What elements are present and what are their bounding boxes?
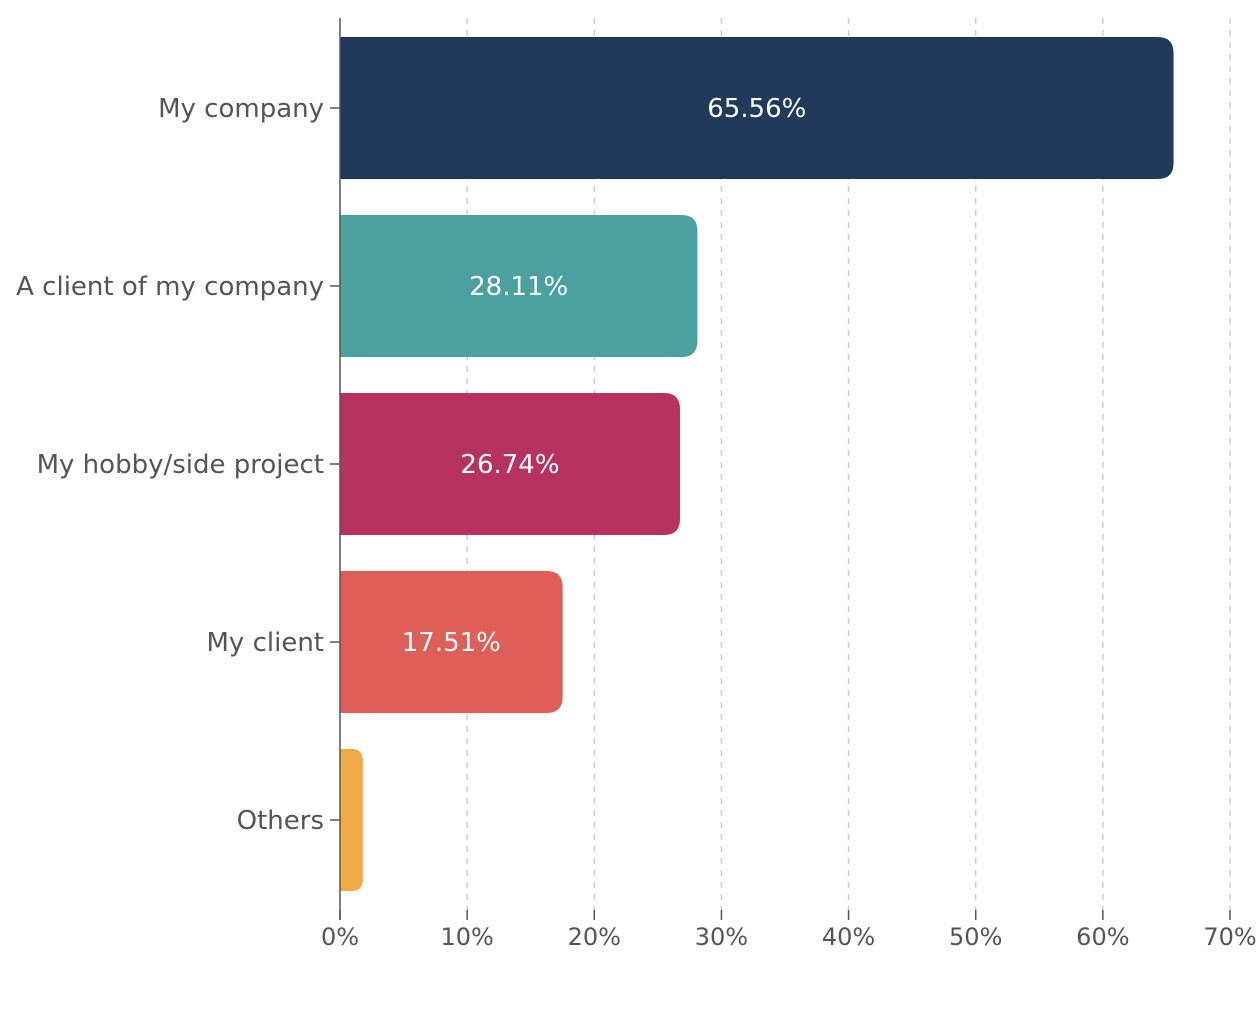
x-tick-label: 0% [321,923,359,951]
x-tick-label: 50% [949,923,1002,951]
bars [340,37,1174,891]
bar-value-label: 28.11% [469,272,568,302]
bar-value-label: 17.51% [402,628,501,658]
bar-my-client [340,571,563,713]
category-label: My client [207,628,325,658]
bar-value-label: 65.56% [707,94,806,124]
x-tick-label: 70% [1203,923,1256,951]
x-tick-label: 40% [822,923,875,951]
x-tick-label: 20% [568,923,621,951]
category-label: My hobby/side project [37,450,324,480]
bar-value-label: 26.74% [460,450,559,480]
x-tick-label: 30% [695,923,748,951]
bar-a-client-of-my-company [340,215,698,357]
category-label: Others [237,806,324,836]
labels: 0% 10% 20% 30% 40% 50% 60% 70% My company 65.56% A… [16,94,1257,951]
category-label: My company [158,94,324,124]
axes [330,18,1231,920]
x-tick-label: 10% [440,923,493,951]
bar-others [340,749,363,891]
category-label: A client of my company [16,272,324,302]
bar-my-company [340,37,1174,179]
bar-my-hobby-side-project [340,393,680,535]
x-tick-label: 60% [1076,923,1129,951]
